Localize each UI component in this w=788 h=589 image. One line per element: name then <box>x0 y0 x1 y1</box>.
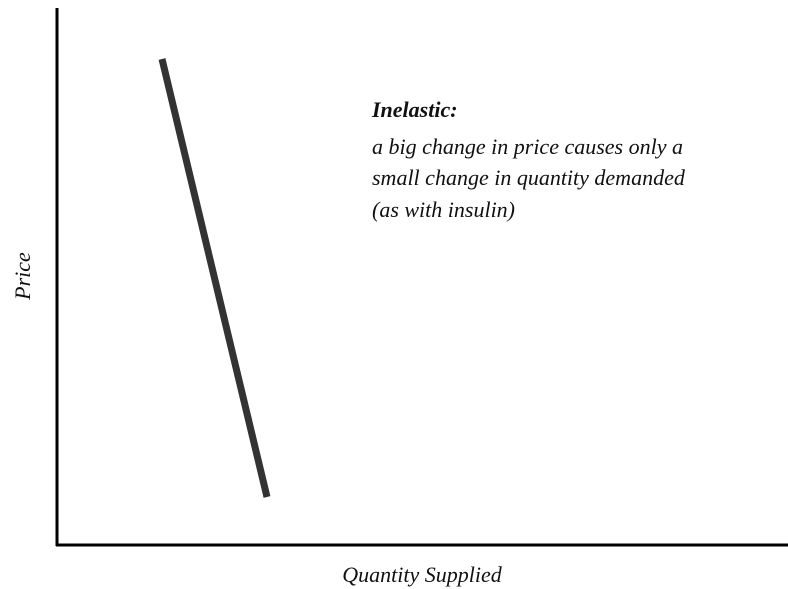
annotation-title: Inelastic: <box>371 97 458 122</box>
demand-curve <box>158 58 271 498</box>
x-axis-label: Quantity Supplied <box>342 562 502 587</box>
annotation-line: small change in quantity demanded <box>372 165 686 190</box>
annotation-line: a big change in price causes only a <box>372 134 683 159</box>
annotation-line: (as with insulin) <box>372 197 515 222</box>
y-axis-label: Price <box>10 252 35 301</box>
